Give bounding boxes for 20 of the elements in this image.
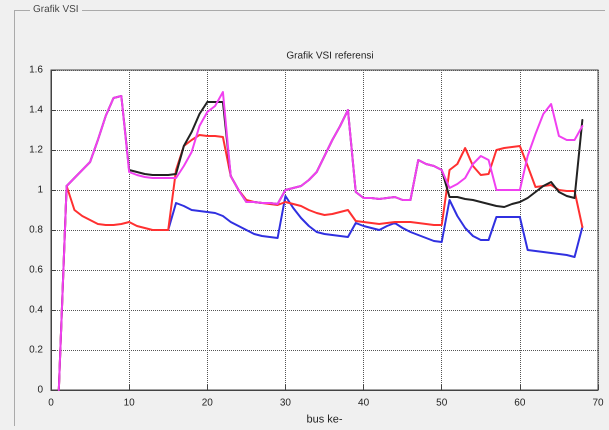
x-tick-label: 70 [592, 398, 604, 408]
x-tick-label: 20 [202, 398, 214, 408]
x-tick-label: 60 [514, 398, 526, 408]
x-axis-title: bus ke- [306, 414, 343, 426]
y-tick-label: 0.4 [29, 304, 44, 316]
y-tick-label: 1 [37, 184, 44, 196]
y-tick-label: 1.6 [29, 64, 44, 76]
y-tick-label: 1.2 [29, 144, 44, 156]
y-tick-label: 1.4 [29, 104, 44, 116]
y-tick-label: 0.8 [29, 224, 44, 236]
y-tick-label: 0 [37, 384, 44, 396]
text: Grafik VSI [30, 4, 82, 15]
x-tick-label: 40 [358, 398, 370, 408]
x-tick-label: 10 [124, 398, 136, 408]
x-tick-label: 30 [280, 398, 292, 408]
chart-title: Grafik VSI referensi [286, 50, 374, 62]
y-tick-label: 0.2 [29, 344, 44, 356]
x-tick-label: 0 [48, 398, 54, 408]
x-tick-label: 50 [436, 398, 448, 408]
y-tick-label: 0.6 [29, 264, 44, 276]
